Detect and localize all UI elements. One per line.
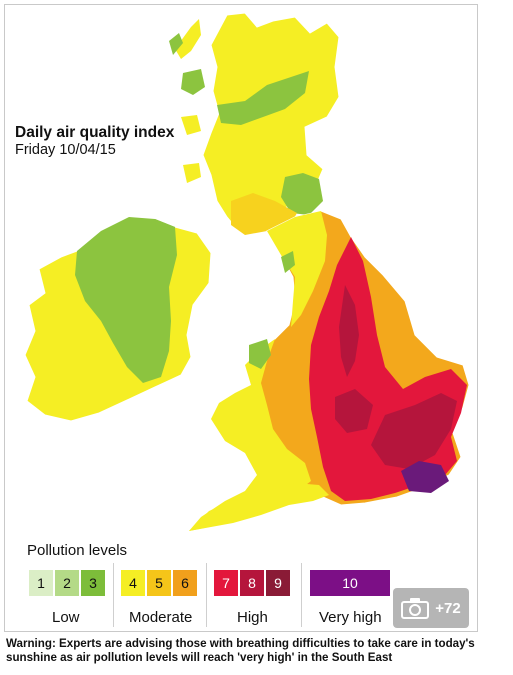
skye-island — [181, 69, 205, 95]
legend-divider — [301, 563, 302, 627]
air-quality-map — [24, 12, 470, 532]
southeast-dark-red-zone — [371, 393, 457, 469]
map-title: Daily air quality index — [15, 124, 175, 141]
legend-group-low: Low — [52, 609, 80, 626]
legend-band-9: 9 — [266, 570, 290, 596]
wales-yellow-zone — [189, 339, 311, 531]
outer-hebrides — [175, 19, 201, 59]
legend-group-moderate: Moderate — [129, 609, 193, 626]
mull-island — [181, 115, 201, 135]
ireland-green-zone — [75, 217, 177, 383]
legend-band-1: 1 — [29, 570, 53, 596]
legend-band-5: 5 — [147, 570, 171, 596]
midlands-dark-red-zone — [335, 389, 373, 433]
legend-band-4: 4 — [121, 570, 145, 596]
hebrides-green — [169, 33, 183, 55]
scotland-green-zone — [217, 71, 309, 125]
map-date: Friday 10/04/15 — [15, 142, 116, 158]
legend-band-7: 7 — [214, 570, 238, 596]
photo-gallery-button[interactable]: +72 — [393, 588, 469, 628]
legend-group-very-high: Very high — [319, 609, 382, 626]
very-high-purple-zone — [401, 461, 449, 493]
legend-title: Pollution levels — [27, 542, 128, 559]
islay-island — [183, 163, 201, 183]
southwest-yellow-zone — [189, 483, 329, 531]
northwest-england-yellow-zone — [267, 211, 327, 327]
map-frame: Daily air quality index Friday 10/04/15 … — [4, 4, 478, 632]
lake-district-green-zone — [281, 251, 295, 273]
legend-band-2: 2 — [55, 570, 79, 596]
legend-band-3: 3 — [81, 570, 105, 596]
photo-count: +72 — [435, 599, 461, 617]
legend-band-8: 8 — [240, 570, 264, 596]
image-caption: Warning: Experts are advising those with… — [6, 637, 475, 664]
very-high-dark-red-zone — [339, 285, 359, 377]
legend-band-10: 10 — [310, 570, 390, 596]
legend-group-high: High — [237, 609, 268, 626]
snowdonia-green-zone — [249, 339, 271, 369]
legend-divider — [206, 563, 207, 627]
legend-divider — [113, 563, 114, 627]
northern-ireland-green-zone — [155, 219, 175, 247]
camera-icon — [401, 598, 430, 619]
legend-band-6: 6 — [173, 570, 197, 596]
southern-uplands-green-zone — [281, 173, 323, 215]
